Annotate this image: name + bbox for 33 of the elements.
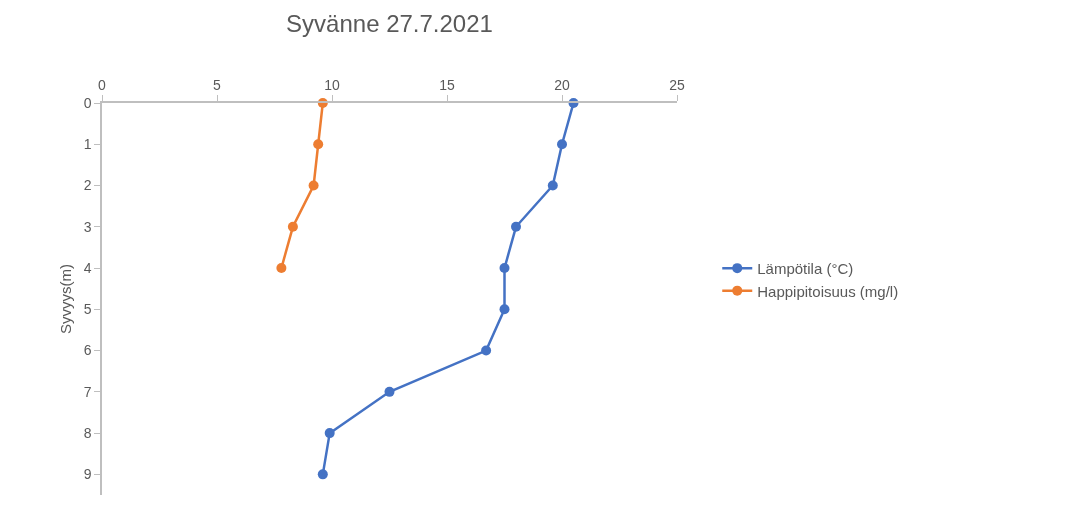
y-tick-label: 5	[83, 301, 92, 318]
point	[547, 180, 558, 191]
y-tick-label: 7	[83, 383, 92, 400]
point	[557, 139, 567, 150]
legend-label: Happipitoisuus (mg/l)	[757, 282, 899, 300]
point	[287, 221, 298, 232]
point	[313, 139, 324, 150]
y-tick-label: 1	[83, 136, 92, 153]
x-tick-label: 5	[213, 76, 222, 93]
y-tick-label: 2	[83, 177, 92, 194]
x-tick-label: 15	[439, 76, 455, 93]
y-tick-label: 3	[83, 218, 92, 235]
x-tick-label: 10	[324, 76, 340, 93]
y-tick-label: 4	[83, 259, 92, 276]
y-axis-title: Syvyys(m)	[57, 264, 75, 334]
y-tick-label: 8	[83, 425, 92, 442]
point	[324, 428, 335, 439]
x-tick-label: 25	[669, 76, 685, 93]
point	[384, 386, 395, 397]
point	[499, 304, 510, 315]
legend-label: Lämpötila (°C)	[757, 260, 854, 277]
y-tick-label: 0	[83, 94, 92, 111]
y-tick-label: 9	[83, 466, 92, 483]
x-tick-label: 20	[554, 76, 570, 93]
point	[276, 263, 287, 274]
point	[308, 180, 319, 191]
x-tick-label: 0	[98, 76, 107, 93]
chart-title: Syvänne 27.7.2021	[286, 9, 493, 37]
y-tick-label: 6	[83, 342, 92, 359]
point	[481, 345, 492, 356]
point	[317, 469, 328, 480]
point	[511, 221, 521, 232]
point	[499, 263, 510, 274]
